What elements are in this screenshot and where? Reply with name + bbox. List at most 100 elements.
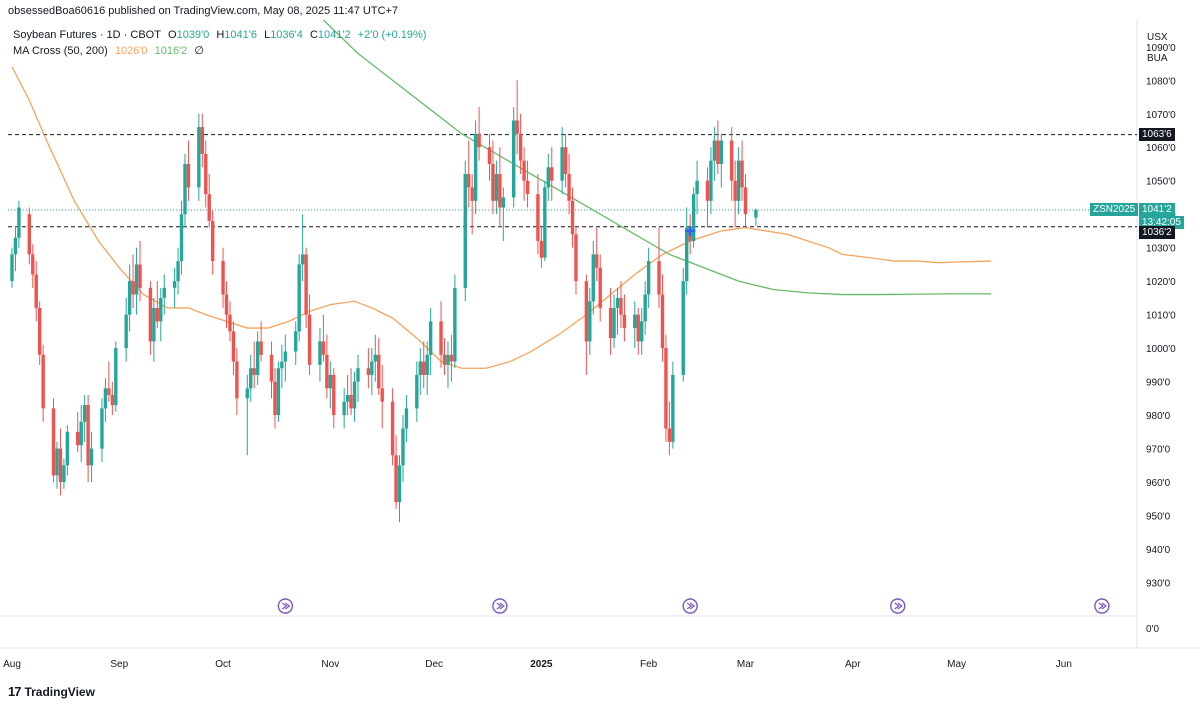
symbol-tag: ZSN2025 <box>1090 203 1139 217</box>
candle <box>228 301 232 342</box>
candle-body <box>712 140 717 161</box>
last-price-tag: 1041'2 <box>1139 203 1175 217</box>
y-tick-label: 950'0 <box>1146 512 1171 523</box>
y-tick-label: 1020'0 <box>1146 277 1176 288</box>
candle-body <box>422 361 426 375</box>
candle-body <box>76 431 80 446</box>
candle-body <box>595 254 599 268</box>
candle <box>643 281 647 335</box>
candle <box>124 297 128 362</box>
candle-body <box>473 133 478 201</box>
candle-body <box>13 237 18 255</box>
candle-body <box>162 287 166 298</box>
x-tick-label: May <box>947 659 966 670</box>
candle-body <box>321 341 326 355</box>
candle-body <box>494 174 499 201</box>
candle-body <box>588 301 592 342</box>
candle <box>58 428 63 496</box>
candle-body <box>224 294 229 315</box>
candle <box>754 208 758 226</box>
event-marker-icon <box>1094 598 1110 614</box>
candle-body <box>82 405 87 422</box>
candle-body <box>176 261 180 282</box>
candle <box>356 354 360 402</box>
candle <box>709 147 713 215</box>
candle <box>449 334 454 382</box>
legend-ma-title: MA Cross (50, 200) <box>13 45 108 57</box>
candle-body <box>543 187 547 258</box>
ma-slow-line <box>322 19 992 296</box>
candle-body <box>325 354 329 389</box>
candle-body <box>501 197 506 208</box>
candle-body <box>646 261 651 295</box>
candle-body <box>664 348 668 429</box>
legend-ma-row: MA Cross (50, 200) 1026'0 1016'2 ∅ <box>13 44 208 57</box>
y-tick-label: 1070'0 <box>1146 110 1176 121</box>
candle <box>712 127 717 181</box>
candle <box>729 127 734 201</box>
candle-body <box>619 297 623 315</box>
candle-body <box>55 448 59 476</box>
tradingview-brand[interactable]: 17 TradingView <box>8 684 95 699</box>
candle-body <box>428 321 433 355</box>
candle-body <box>377 354 381 389</box>
candle-body <box>467 174 471 188</box>
candle-body <box>550 167 554 181</box>
candle-body <box>152 307 156 342</box>
legend-high-label: H <box>216 29 225 41</box>
candle <box>249 354 253 402</box>
event-marker-icon <box>682 598 698 614</box>
candle-body <box>231 331 236 362</box>
candle-body <box>328 374 333 389</box>
candle <box>31 244 35 288</box>
candle <box>470 174 474 235</box>
candle <box>79 405 83 462</box>
candle-body <box>394 455 398 503</box>
candle-body <box>591 254 595 302</box>
candle-body <box>370 361 374 375</box>
candle <box>501 187 506 241</box>
x-tick-label: 2025 <box>530 659 553 670</box>
candle-body <box>197 127 201 188</box>
candle-body <box>539 240 544 258</box>
candle-body <box>276 368 281 416</box>
candle <box>671 361 675 449</box>
candle <box>442 338 447 375</box>
candle <box>300 214 305 282</box>
candle <box>114 341 118 412</box>
candle <box>487 133 492 181</box>
legend-low-label: L <box>264 29 271 41</box>
candle-body <box>172 281 177 288</box>
candle <box>10 247 14 288</box>
x-tick-label: Apr <box>845 659 861 670</box>
candle-body <box>183 163 187 215</box>
event-marker-arrow <box>686 602 696 610</box>
candle <box>159 287 163 342</box>
candle-body <box>612 307 616 339</box>
unit-label-top[interactable]: USX <box>1147 32 1168 43</box>
candle-body <box>27 214 31 255</box>
candle <box>543 180 547 262</box>
candle-body <box>207 194 211 221</box>
candle-body <box>685 227 689 282</box>
candle <box>546 153 550 201</box>
candle <box>736 147 741 215</box>
unit-label-bottom[interactable]: BUA <box>1147 53 1168 64</box>
event-marker-arrow <box>1098 602 1107 610</box>
candle <box>705 167 710 228</box>
candle-body <box>598 267 602 308</box>
candle <box>172 267 177 308</box>
candle <box>425 341 429 396</box>
candle <box>321 314 326 362</box>
candle <box>560 127 564 195</box>
candle <box>273 368 277 429</box>
candle-body <box>89 448 94 466</box>
legend-symbol-row: Soybean Futures · 1D · CBOT O1039'0 H104… <box>13 29 430 41</box>
candle-body <box>487 147 492 164</box>
candle <box>498 147 502 228</box>
candle <box>345 374 350 416</box>
legend-open-label: O <box>168 29 177 41</box>
candle-body <box>280 361 284 369</box>
candle-body <box>204 153 208 195</box>
